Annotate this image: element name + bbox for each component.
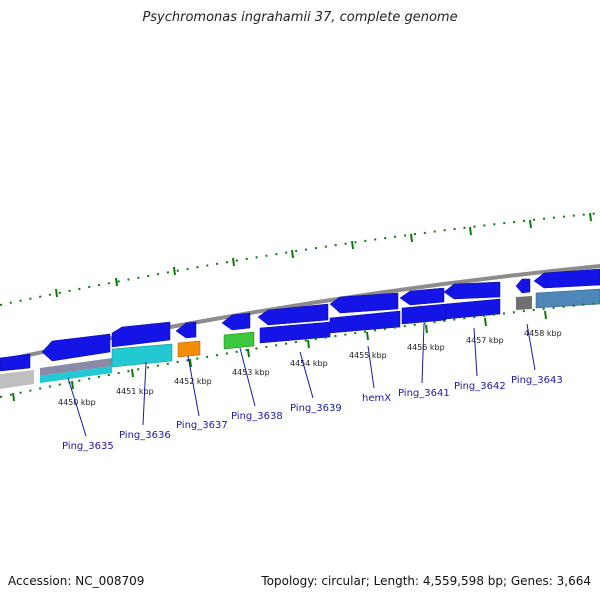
cds-arrow	[533, 268, 600, 289]
leader-line	[239, 347, 256, 407]
gene-label-ping-3641[interactable]: Ping_3641	[398, 388, 450, 399]
outer-tick-track	[0, 212, 600, 306]
forward-strand	[0, 268, 600, 372]
kbp-label: 4450 kbp	[58, 398, 96, 407]
cds-arrow	[259, 321, 331, 344]
gene-label-ping-3638[interactable]: Ping_3638	[231, 411, 283, 422]
leader-line	[526, 323, 536, 371]
kbp-label: 4455 kbp	[349, 351, 387, 360]
feature-block	[40, 358, 112, 376]
cds-arrow	[175, 321, 197, 339]
leader-line	[187, 355, 200, 417]
gene-label-hemx[interactable]: hemX	[362, 393, 391, 404]
accession-text: Accession: NC_008709	[8, 574, 145, 588]
cds-arrow	[221, 312, 251, 331]
feature-block	[0, 370, 34, 389]
gene-label-ping-3637[interactable]: Ping_3637	[176, 420, 228, 431]
leader-line	[473, 327, 478, 377]
feature-block	[111, 343, 173, 368]
kbp-label: 4453 kbp	[232, 368, 270, 377]
cds-arrow	[0, 353, 31, 372]
leader-line	[367, 345, 375, 389]
cds-arrow	[445, 298, 501, 320]
inner-tick-track	[0, 302, 600, 402]
feature-block	[535, 288, 600, 309]
cds-arrow	[329, 310, 401, 334]
cds-arrow	[111, 321, 171, 348]
kbp-label: 4457 kbp	[466, 336, 504, 345]
feature-block	[40, 366, 112, 383]
gene-label-ping-3635[interactable]: Ping_3635	[62, 441, 114, 452]
cds-arrow	[401, 303, 447, 325]
kbp-label: 4456 kbp	[407, 343, 445, 352]
gene-label-ping-3639[interactable]: Ping_3639	[290, 403, 342, 414]
map-title: Psychromonas ingrahamii 37, complete gen…	[142, 10, 458, 25]
leader-line	[421, 323, 425, 384]
cds-arrow	[515, 278, 531, 294]
kbp-label: 4458 kbp	[524, 329, 562, 338]
cds-arrow	[257, 303, 329, 326]
gene-label-ping-3643[interactable]: Ping_3643	[511, 375, 563, 386]
kbp-label: 4451 kbp	[116, 387, 154, 396]
feature-block	[177, 340, 201, 358]
leader-line	[142, 361, 147, 426]
cds-arrow	[329, 292, 399, 314]
feature-block	[516, 296, 532, 310]
gene-label-ping-3642[interactable]: Ping_3642	[454, 381, 506, 392]
cds-arrow	[443, 281, 501, 300]
cds-arrow	[399, 287, 445, 306]
feature-block	[223, 331, 255, 350]
kbp-label: 4454 kbp	[290, 359, 328, 368]
leader-line	[67, 377, 87, 437]
cds-arrow	[41, 333, 111, 362]
reverse-strand	[0, 288, 600, 389]
leader-line	[299, 351, 314, 399]
gene-label-ping-3636[interactable]: Ping_3636	[119, 430, 171, 441]
topology-text: Topology: circular; Length: 4,559,598 bp…	[261, 574, 591, 588]
